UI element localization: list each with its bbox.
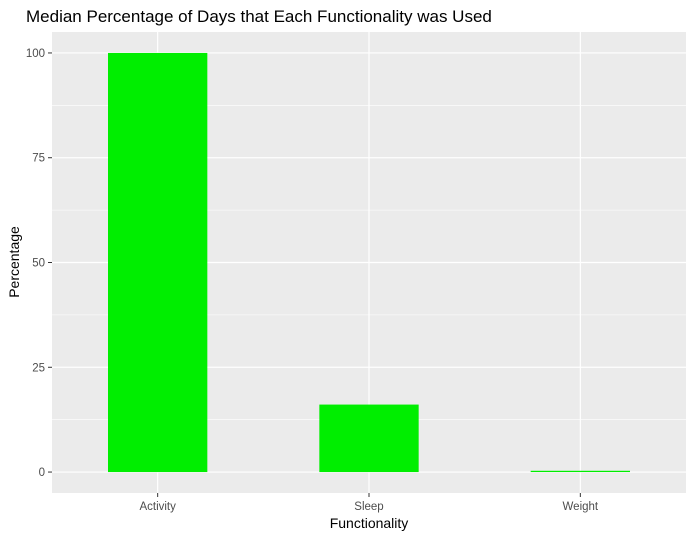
y-axis: 0 25 50 75 100 <box>26 48 52 479</box>
x-axis: Activity Sleep Weight <box>139 493 599 513</box>
bar-sleep <box>319 404 419 473</box>
y-tick-label: 75 <box>32 153 45 165</box>
bars <box>108 52 630 473</box>
y-tick-label: 25 <box>32 362 45 374</box>
x-tick-label: Sleep <box>354 501 383 513</box>
y-tick-label: 100 <box>26 48 45 60</box>
y-axis-title: Percentage <box>6 226 22 298</box>
chart-title: Median Percentage of Days that Each Func… <box>26 7 492 26</box>
x-axis-title: Functionality <box>330 515 409 531</box>
x-tick-label: Weight <box>563 501 599 513</box>
bar-activity <box>108 52 208 473</box>
y-tick-label: 50 <box>32 258 45 270</box>
bar-weight <box>530 470 630 473</box>
x-tick-label: Activity <box>139 501 176 513</box>
y-tick-label: 0 <box>39 467 45 479</box>
